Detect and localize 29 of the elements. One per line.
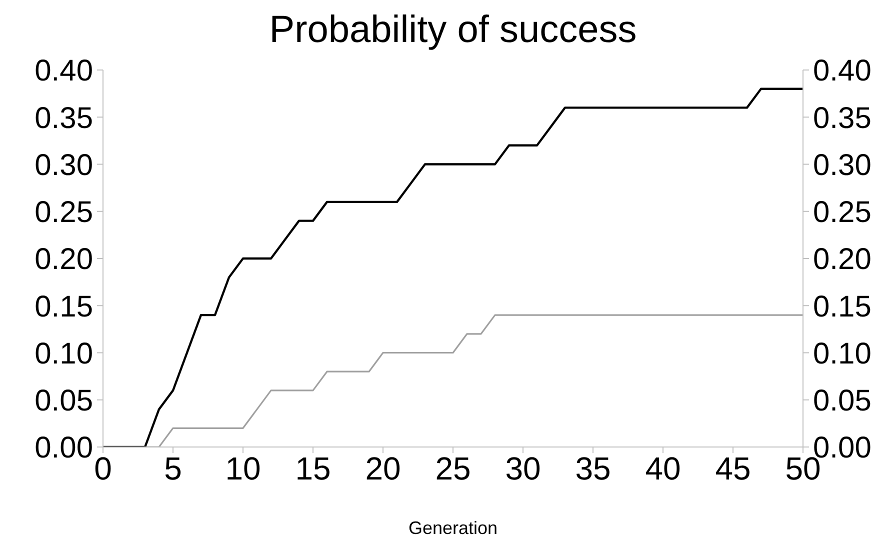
x-tick-label: 25 <box>435 450 471 487</box>
x-tick-label: 10 <box>225 450 261 487</box>
y-tick-label: 0.10 <box>34 337 93 370</box>
y-tick-label: 0.05 <box>34 384 93 418</box>
y2-tick-label: 0.05 <box>813 384 872 418</box>
y-tick-label: 0.00 <box>34 432 93 465</box>
x-tick-label: 15 <box>295 450 331 487</box>
y2-tick-label: 0.10 <box>813 337 872 370</box>
x-tick-label: 40 <box>645 450 681 487</box>
x-axis-title: Generation <box>408 518 498 538</box>
y2-tick-label: 0.15 <box>813 290 872 324</box>
x-tick-label: 45 <box>715 450 751 487</box>
x-tick-label: 35 <box>575 450 611 487</box>
x-tick-label: 0 <box>94 450 112 487</box>
y-tick-label: 0.20 <box>34 243 93 276</box>
y2-tick-label: 0.30 <box>813 148 872 182</box>
y-tick-label: 0.15 <box>34 290 93 324</box>
y2-tick-label: 0.35 <box>813 102 872 135</box>
x-tick-label: 30 <box>505 450 541 487</box>
y-tick-label: 0.30 <box>34 148 93 182</box>
y-tick-label: 0.25 <box>34 196 93 230</box>
x-tick-label: 5 <box>164 450 182 487</box>
y-tick-label: 0.35 <box>34 102 93 135</box>
y-tick-label: 0.40 <box>34 54 93 88</box>
x-tick-label: 20 <box>365 450 401 487</box>
y2-tick-label: 0.40 <box>813 54 872 88</box>
chart-title: Probability of success <box>268 8 638 52</box>
y2-tick-label: 0.25 <box>813 196 872 230</box>
y2-tick-label: 0.20 <box>813 243 872 276</box>
